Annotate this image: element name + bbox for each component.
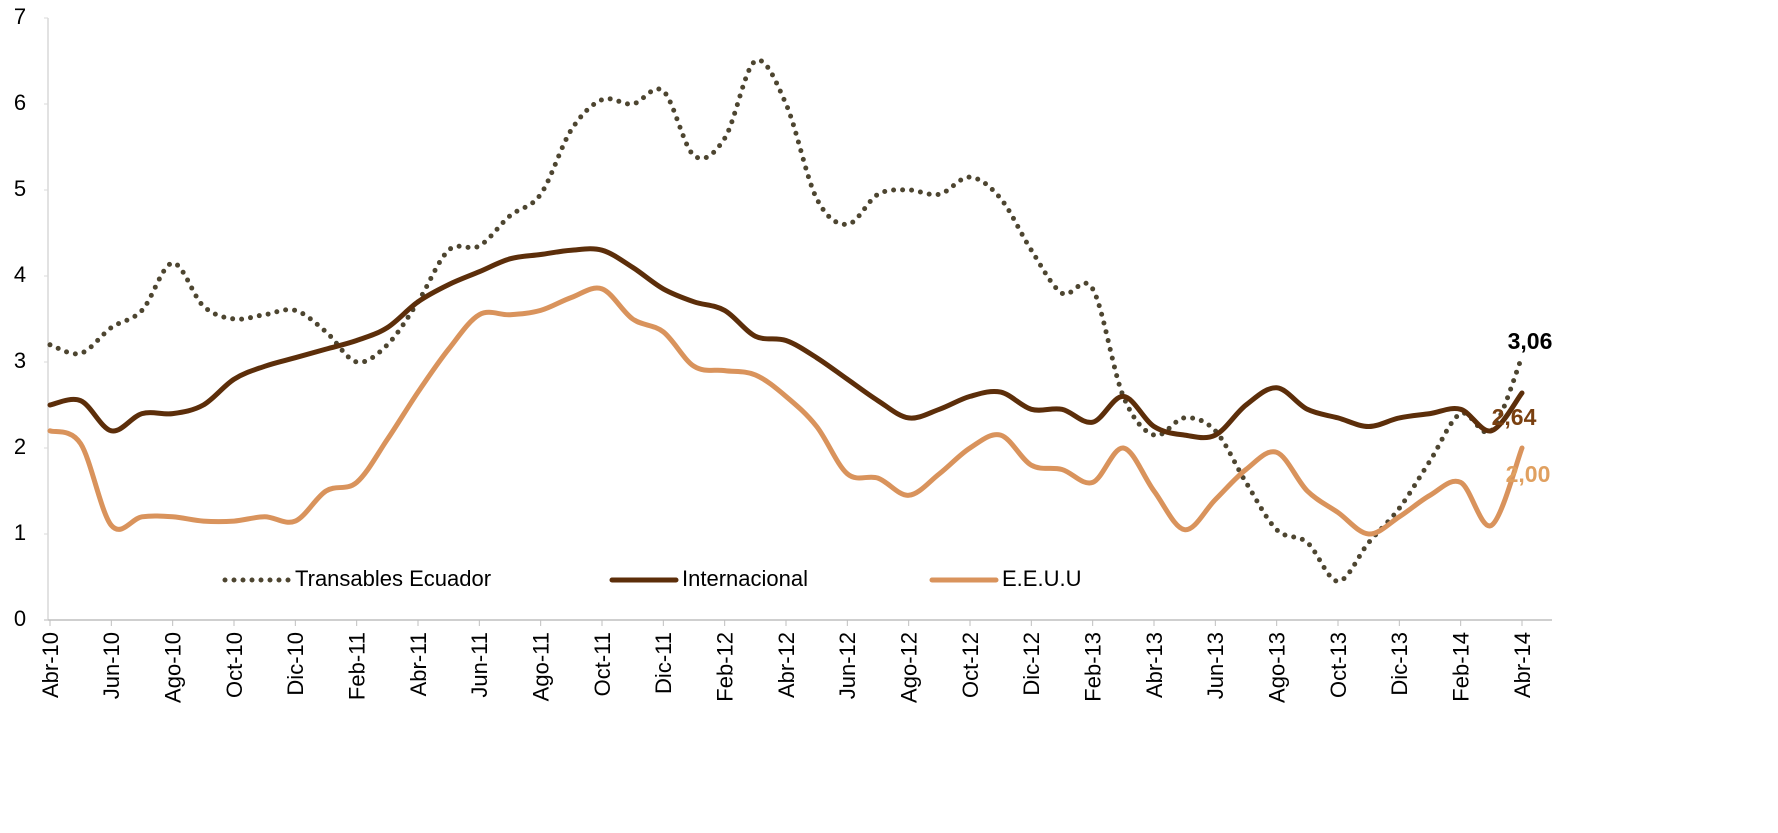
y-tick-label: 3 [14,348,26,373]
x-tick-label: Feb-12 [712,632,737,702]
x-tick-label: Abr-14 [1510,632,1535,698]
x-tick-label: Feb-13 [1080,632,1105,702]
y-tick-label: 4 [14,262,26,287]
x-tick-label: Dic-10 [283,632,308,696]
x-tick-label: Abr-11 [406,632,431,696]
data-label: 2,64 [1492,404,1537,430]
legend-label: Internacional [682,566,808,591]
legend-label: E.E.U.U [1002,566,1081,591]
line-series [47,285,1525,537]
x-tick-label: Ago-12 [896,632,921,703]
x-tick-label: Dic-13 [1387,632,1412,696]
x-tick-label: Jun-10 [99,632,124,699]
y-tick-label: 1 [14,520,26,545]
x-tick-label: Dic-12 [1019,632,1044,696]
line-series [47,246,1525,441]
x-tick-label: Abr-13 [1142,632,1167,698]
x-tick-label: Oct-11 [590,632,615,696]
x-tick-label: Jun-13 [1203,632,1228,699]
x-tick-label: Ago-11 [528,632,553,701]
y-tick-label: 6 [14,90,26,115]
x-tick-label: Jun-12 [835,632,860,699]
x-tick-label: Feb-14 [1448,632,1473,702]
line-series [47,57,1525,584]
x-tick-label: Oct-10 [222,632,247,698]
x-tick-label: Oct-12 [958,632,983,698]
x-tick-label: Ago-10 [160,632,185,703]
y-tick-label: 2 [14,434,26,459]
x-tick-label: Ago-13 [1264,632,1289,703]
data-label: 3,06 [1508,328,1553,354]
data-label: 2,00 [1506,461,1551,487]
x-tick-label: Abr-12 [774,632,799,698]
y-tick-label: 7 [14,4,26,29]
y-tick-label: 0 [14,606,26,631]
x-tick-label: Jun-11 [467,632,492,698]
x-tick-label: Dic-11 [651,632,676,694]
x-tick-label: Abr-10 [38,632,63,698]
x-tick-label: Feb-11 [344,632,369,700]
y-tick-label: 5 [14,176,26,201]
x-tick-label: Oct-13 [1326,632,1351,698]
legend-label: Transables Ecuador [295,566,491,591]
